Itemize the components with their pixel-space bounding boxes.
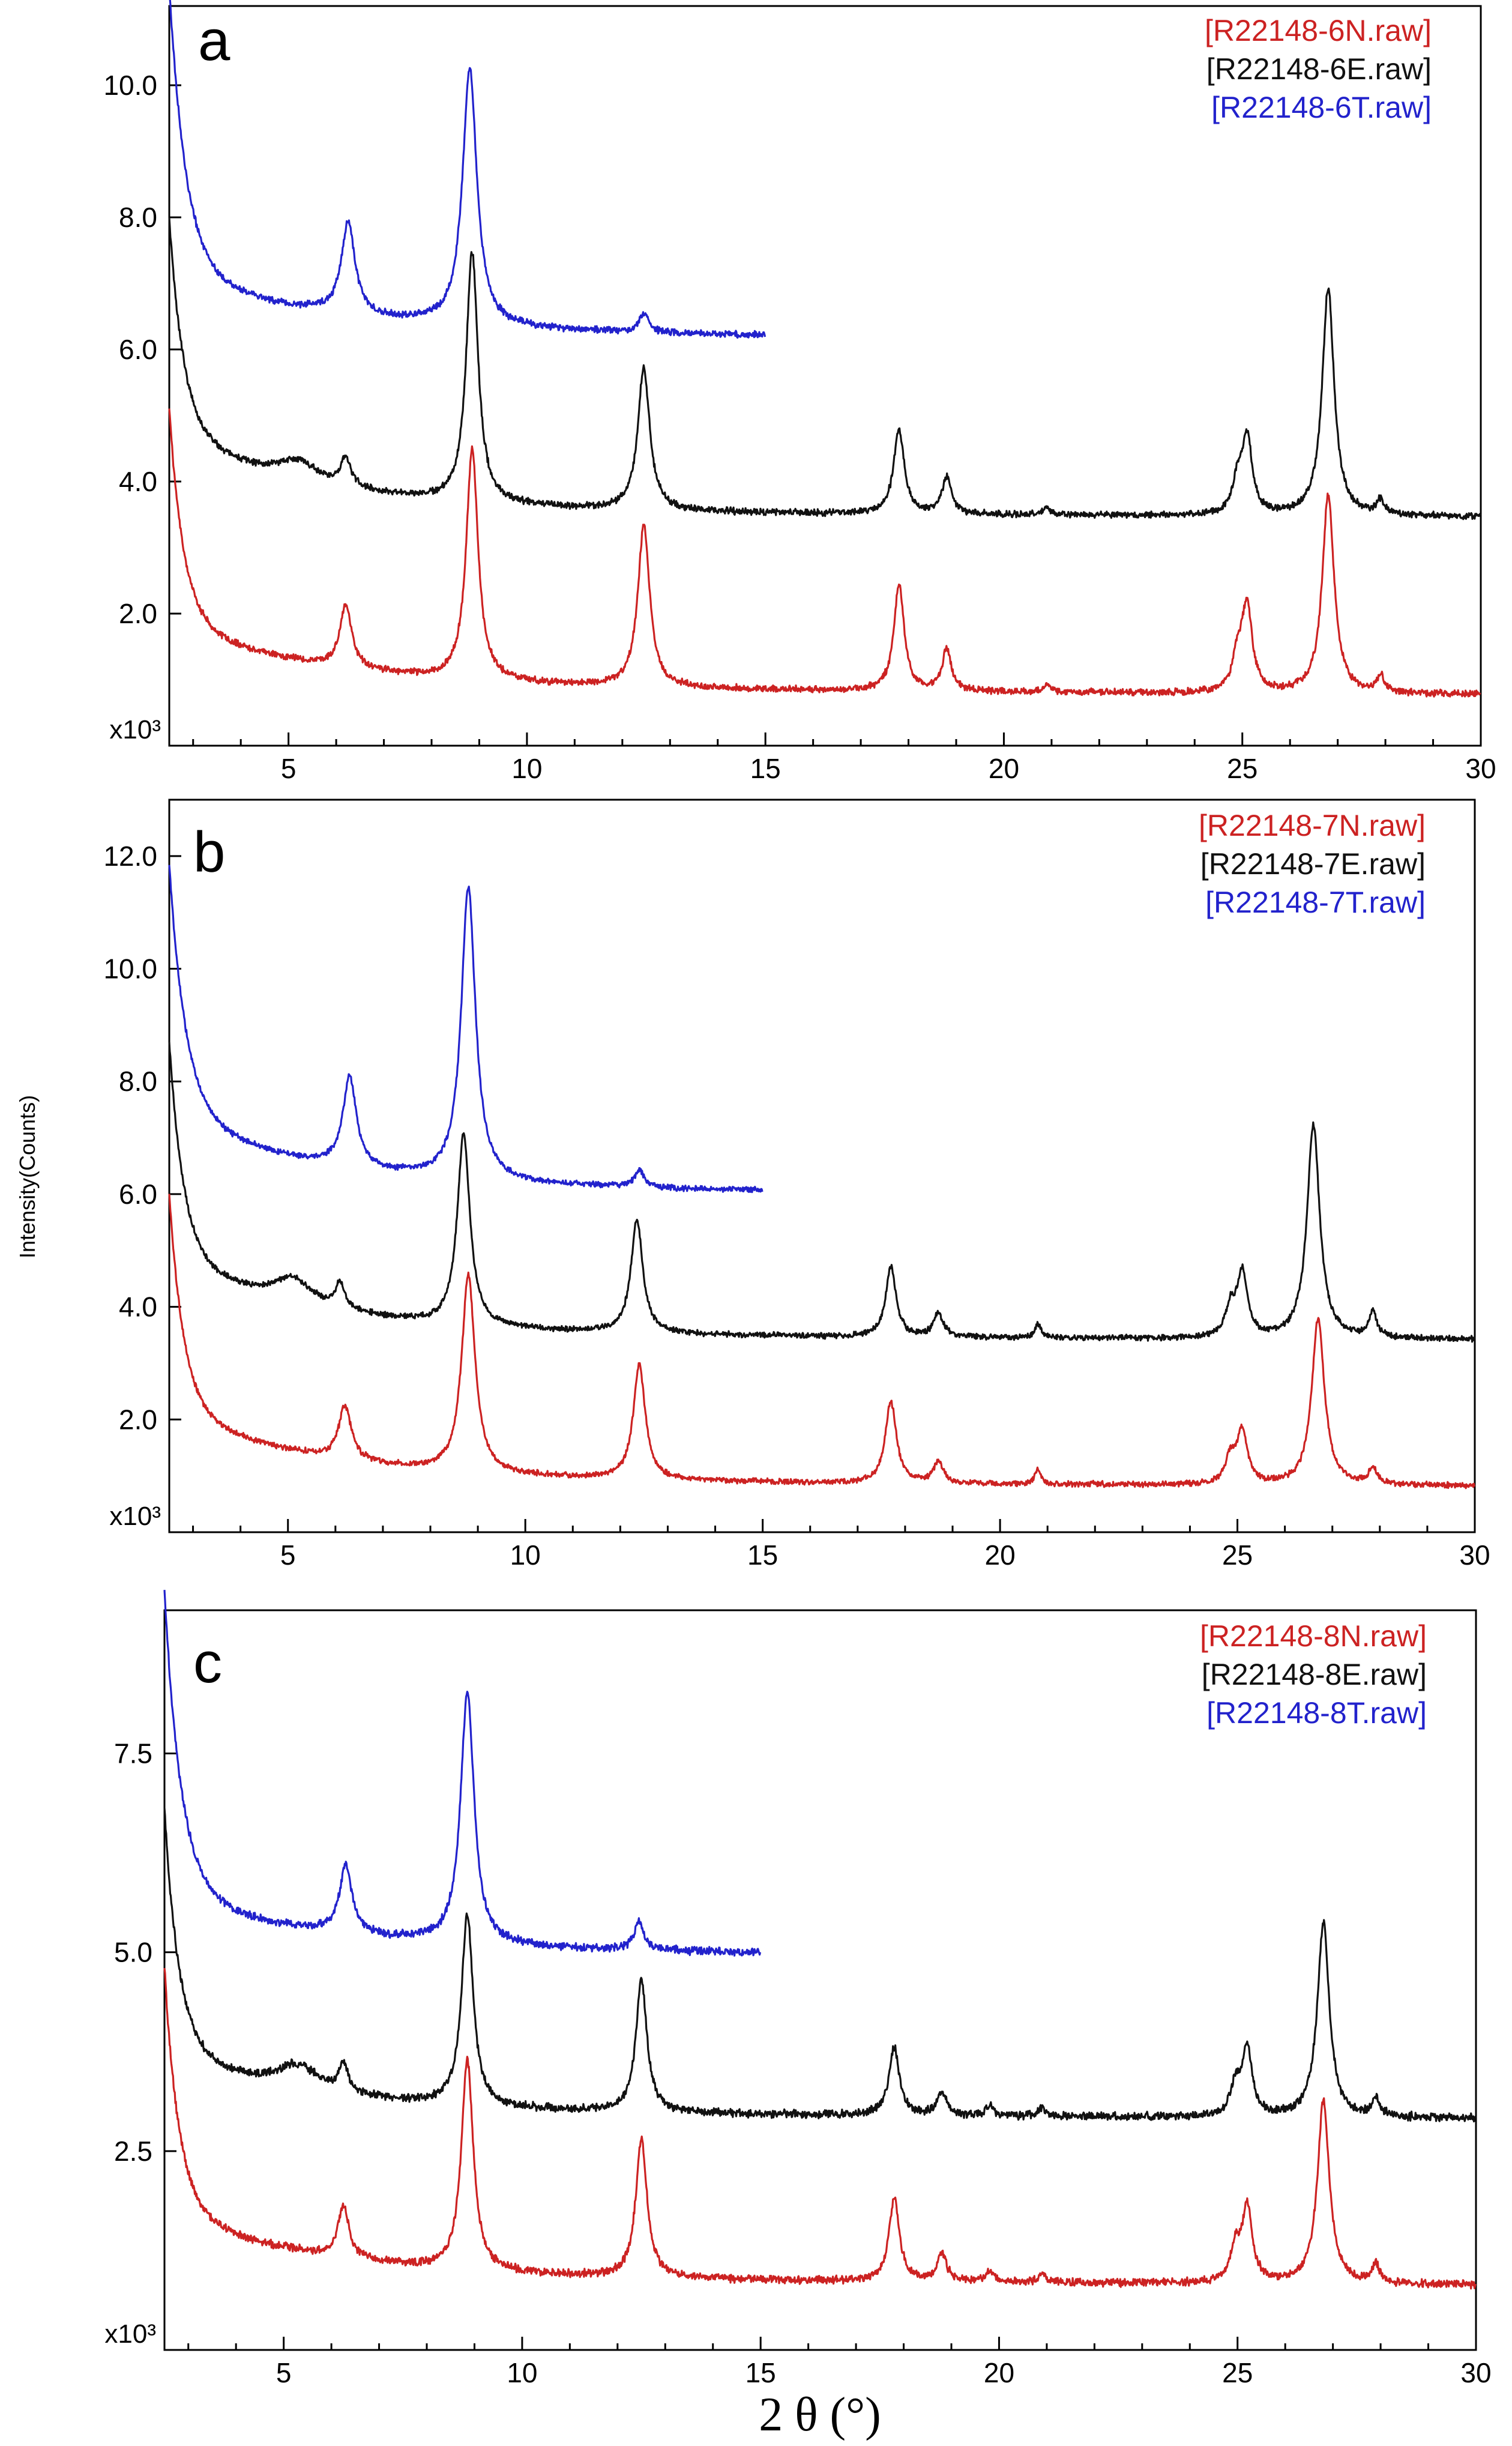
series-line-1 xyxy=(168,217,1481,521)
y-tick-label: 7.5 xyxy=(114,1738,152,1769)
x-tick-label: 25 xyxy=(1222,1539,1253,1571)
legend-entry: [R22148-6N.raw] xyxy=(1205,14,1432,47)
legend-entry: [R22148-8N.raw] xyxy=(1200,1619,1427,1653)
series-line-2 xyxy=(163,1590,762,1957)
legend-entry: [R22148-6T.raw] xyxy=(1211,91,1432,124)
panel-c: 5 10 15 20 25 30 2.5 5.0 7.5 x10³ [R22148-8N.raw] [… xyxy=(104,1590,1492,2388)
x-tick-label: 25 xyxy=(1227,753,1257,784)
y-tick-label: 10.0 xyxy=(103,953,157,985)
panel-a-frame xyxy=(168,5,1482,747)
y-tick-label: 6.0 xyxy=(119,1179,157,1210)
legend-entry: [R22148-8T.raw] xyxy=(1206,1696,1427,1730)
panel-label: c xyxy=(193,1631,222,1695)
y-tick-label: 5.0 xyxy=(114,1937,152,1968)
y-axis-label: Intensity(Counts) xyxy=(15,1095,40,1258)
y-tick-label: 2.5 xyxy=(114,2136,152,2167)
panel-b: 5 10 15 20 25 30 2.0 4.0 6.0 8.0 10.0 12.0 x10³ [R221… xyxy=(103,809,1490,1571)
y-multiplier-label: x10³ xyxy=(109,715,161,744)
x-axis-label: 2 θ (°) xyxy=(759,2388,881,2441)
y-tick-label: 6.0 xyxy=(119,334,157,365)
series-line-0 xyxy=(168,408,1481,698)
x-tick-label: 10 xyxy=(507,2357,537,2388)
x-tick-label: 20 xyxy=(984,2357,1014,2388)
y-tick-label: 4.0 xyxy=(119,466,157,497)
y-tick-label: 4.0 xyxy=(119,1291,157,1323)
x-tick-label: 5 xyxy=(281,753,297,784)
x-tick-label: 30 xyxy=(1459,1539,1490,1571)
x-tick-label: 5 xyxy=(280,1539,296,1571)
y-tick-label: 8.0 xyxy=(119,1066,157,1097)
x-tick-label: 20 xyxy=(985,1539,1016,1571)
x-tick-label: 15 xyxy=(747,1539,778,1571)
legend-entry: [R22148-7N.raw] xyxy=(1199,809,1426,842)
x-tick-label: 5 xyxy=(276,2357,292,2388)
x-tick-label: 10 xyxy=(510,1539,541,1571)
y-tick-label: 12.0 xyxy=(103,841,157,872)
legend-entry: [R22148-8E.raw] xyxy=(1202,1658,1427,1691)
series-line-0 xyxy=(168,1194,1475,1490)
y-tick-label: 2.0 xyxy=(119,1404,157,1435)
x-tick-label: 30 xyxy=(1465,753,1496,784)
legend-entry: [R22148-7T.raw] xyxy=(1205,886,1426,919)
y-multiplier-label: x10³ xyxy=(104,2319,156,2349)
legend-entry: [R22148-6E.raw] xyxy=(1206,52,1432,86)
x-tick-label: 30 xyxy=(1460,2357,1491,2388)
y-tick-label: 10.0 xyxy=(103,70,157,101)
panel-b-frame xyxy=(168,799,1476,1533)
y-multiplier-label: x10³ xyxy=(109,1502,161,1531)
x-tick-label: 15 xyxy=(745,2357,776,2388)
series-line-0 xyxy=(163,1967,1477,2290)
series-line-2 xyxy=(169,0,767,339)
x-tick-label: 10 xyxy=(511,753,542,784)
x-tick-label: 15 xyxy=(750,753,781,784)
series-line-2 xyxy=(168,865,764,1194)
series-line-1 xyxy=(168,1042,1475,1343)
legend-entry: [R22148-7E.raw] xyxy=(1200,847,1426,881)
panel-a: 5 10 15 20 25 30 2.0 4.0 6.0 8.0 10.0 x10³ [R22148-6… xyxy=(103,0,1496,784)
panel-label: a xyxy=(198,8,230,73)
panel-label: b xyxy=(193,820,225,884)
x-tick-label: 25 xyxy=(1222,2357,1253,2388)
y-tick-label: 2.0 xyxy=(119,598,157,629)
x-tick-label: 20 xyxy=(989,753,1019,784)
series-line-1 xyxy=(163,1808,1477,2122)
y-tick-label: 8.0 xyxy=(119,202,157,233)
